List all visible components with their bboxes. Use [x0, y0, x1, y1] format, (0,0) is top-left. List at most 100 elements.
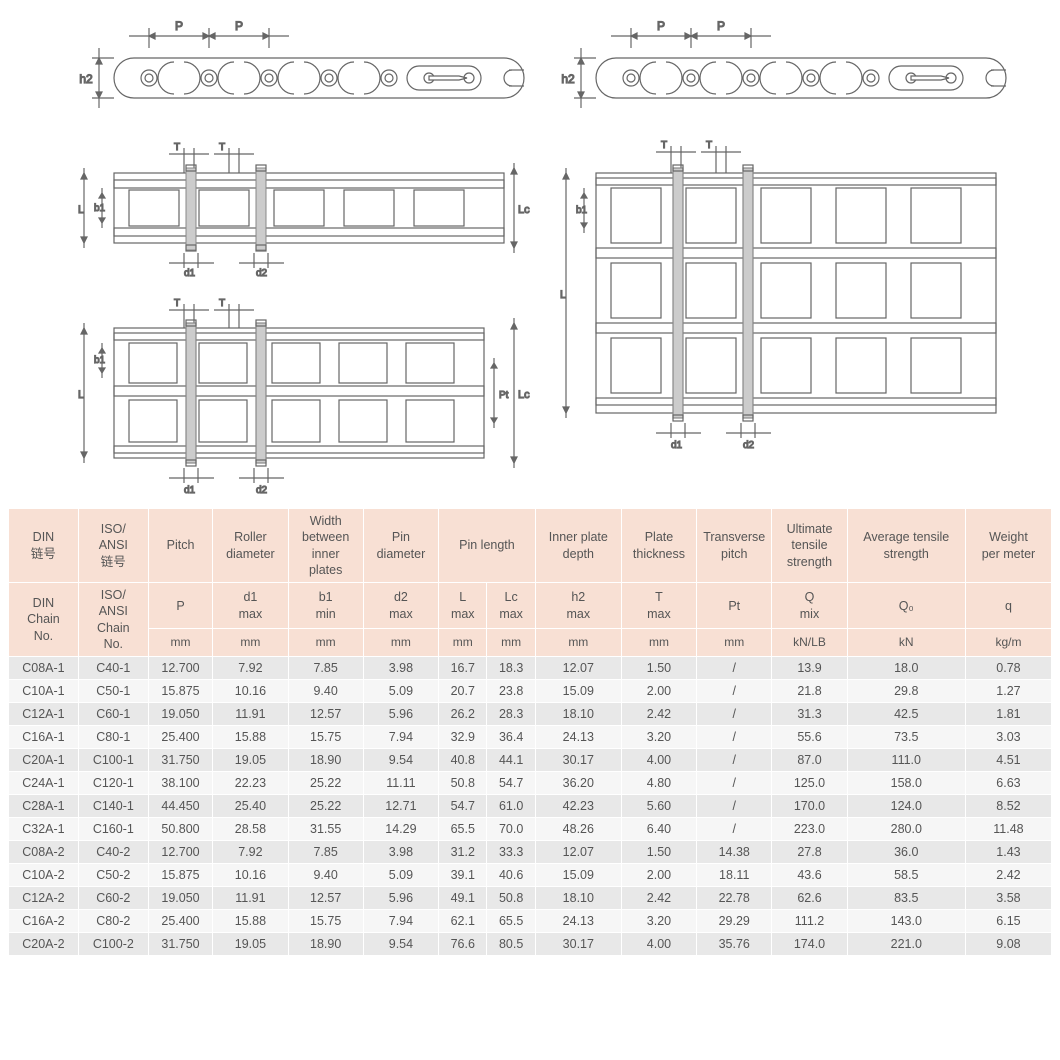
- table-cell: C120-1: [78, 772, 148, 795]
- svg-text:b1: b1: [576, 205, 588, 216]
- table-cell: 25.400: [148, 726, 213, 749]
- table-cell: 4.51: [965, 749, 1051, 772]
- table-cell: 19.05: [213, 749, 288, 772]
- table-cell: 83.5: [847, 887, 965, 910]
- diagram-column-left: P P h2: [68, 18, 530, 498]
- table-cell: 76.6: [439, 933, 487, 956]
- table-row: C20A-2C100-231.75019.0518.909.5476.680.5…: [9, 933, 1052, 956]
- table-cell: /: [697, 818, 772, 841]
- svg-text:L: L: [560, 289, 566, 301]
- table-cell: /: [697, 772, 772, 795]
- table-cell: 2.00: [621, 680, 696, 703]
- table-cell: C80-1: [78, 726, 148, 749]
- header-din-zh: DIN链号: [9, 509, 79, 583]
- chain-side-view: P P h2: [68, 18, 530, 118]
- table-cell: 15.75: [288, 726, 363, 749]
- table-cell: C32A-1: [9, 818, 79, 841]
- table-cell: 62.1: [439, 910, 487, 933]
- header-iso-zh: ISO/ANSI链号: [78, 509, 148, 583]
- table-cell: C100-1: [78, 749, 148, 772]
- header-plate-thk: Platethickness: [621, 509, 696, 583]
- table-cell: /: [697, 657, 772, 680]
- table-cell: 3.58: [965, 887, 1051, 910]
- table-header: DIN链号 ISO/ANSI链号 Pitch Rollerdiameter Wi…: [9, 509, 1052, 657]
- table-cell: 1.50: [621, 657, 696, 680]
- svg-text:d2: d2: [743, 440, 755, 451]
- table-cell: /: [697, 680, 772, 703]
- table-cell: 19.050: [148, 887, 213, 910]
- table-cell: 7.85: [288, 657, 363, 680]
- table-cell: C10A-1: [9, 680, 79, 703]
- table-cell: 15.88: [213, 726, 288, 749]
- table-cell: 221.0: [847, 933, 965, 956]
- header-h2: h2max: [535, 583, 621, 629]
- svg-text:d2: d2: [256, 485, 268, 496]
- svg-text:h2: h2: [79, 72, 93, 86]
- table-cell: /: [697, 726, 772, 749]
- table-cell: 2.42: [621, 887, 696, 910]
- table-cell: 174.0: [772, 933, 847, 956]
- table-cell: 61.0: [487, 795, 535, 818]
- table-cell: 3.98: [363, 841, 438, 864]
- table-cell: 9.08: [965, 933, 1051, 956]
- table-cell: 3.20: [621, 726, 696, 749]
- unit-mm: mm: [487, 629, 535, 657]
- table-cell: 70.0: [487, 818, 535, 841]
- table-cell: 15.09: [535, 864, 621, 887]
- table-cell: 19.050: [148, 703, 213, 726]
- table-cell: C60-2: [78, 887, 148, 910]
- table-cell: 111.0: [847, 749, 965, 772]
- chain-top-view-double: L b1 Lc T T Pt: [68, 298, 530, 498]
- table-cell: 31.750: [148, 933, 213, 956]
- table-cell: 54.7: [439, 795, 487, 818]
- table-cell: 42.5: [847, 703, 965, 726]
- table-cell: 12.07: [535, 657, 621, 680]
- table-cell: 44.450: [148, 795, 213, 818]
- table-row: C28A-1C140-144.45025.4025.2212.7154.761.…: [9, 795, 1052, 818]
- table-cell: 50.800: [148, 818, 213, 841]
- table-cell: C08A-1: [9, 657, 79, 680]
- table-cell: 36.0: [847, 841, 965, 864]
- table-cell: 25.400: [148, 910, 213, 933]
- table-cell: 29.29: [697, 910, 772, 933]
- table-cell: 15.875: [148, 680, 213, 703]
- table-cell: 6.40: [621, 818, 696, 841]
- table-cell: 15.88: [213, 910, 288, 933]
- table-cell: 3.20: [621, 910, 696, 933]
- svg-text:Pt: Pt: [499, 390, 509, 401]
- svg-text:T: T: [706, 140, 712, 151]
- table-cell: 20.7: [439, 680, 487, 703]
- table-row: C08A-1C40-112.7007.927.853.9816.718.312.…: [9, 657, 1052, 680]
- unit-kgm: kg/m: [965, 629, 1051, 657]
- svg-text:b1: b1: [94, 355, 106, 366]
- table-cell: 9.40: [288, 864, 363, 887]
- table-row: C16A-2C80-225.40015.8815.757.9462.165.52…: [9, 910, 1052, 933]
- header-plate-depth: Inner platedepth: [535, 509, 621, 583]
- table-cell: 44.1: [487, 749, 535, 772]
- table-row: C12A-2C60-219.05011.9112.575.9649.150.81…: [9, 887, 1052, 910]
- table-cell: 5.09: [363, 864, 438, 887]
- table-cell: 22.23: [213, 772, 288, 795]
- table-cell: /: [697, 703, 772, 726]
- svg-text:d2: d2: [256, 268, 268, 278]
- table-cell: 9.40: [288, 680, 363, 703]
- table-cell: 143.0: [847, 910, 965, 933]
- table-row: C24A-1C120-138.10022.2325.2211.1150.854.…: [9, 772, 1052, 795]
- table-cell: 54.7: [487, 772, 535, 795]
- table-cell: 80.5: [487, 933, 535, 956]
- table-cell: 2.00: [621, 864, 696, 887]
- table-cell: 10.16: [213, 680, 288, 703]
- header-pin-len: Pin length: [439, 509, 536, 583]
- table-cell: 42.23: [535, 795, 621, 818]
- header-Q: Qmix: [772, 583, 847, 629]
- header-d2: d2max: [363, 583, 438, 629]
- chain-top-view-triple: L b1 T T: [550, 138, 1012, 468]
- table-cell: 65.5: [487, 910, 535, 933]
- table-cell: 28.58: [213, 818, 288, 841]
- table-cell: 5.09: [363, 680, 438, 703]
- table-cell: 87.0: [772, 749, 847, 772]
- table-cell: 1.27: [965, 680, 1051, 703]
- svg-text:T: T: [219, 142, 225, 153]
- unit-knlb: kN/LB: [772, 629, 847, 657]
- table-cell: 62.6: [772, 887, 847, 910]
